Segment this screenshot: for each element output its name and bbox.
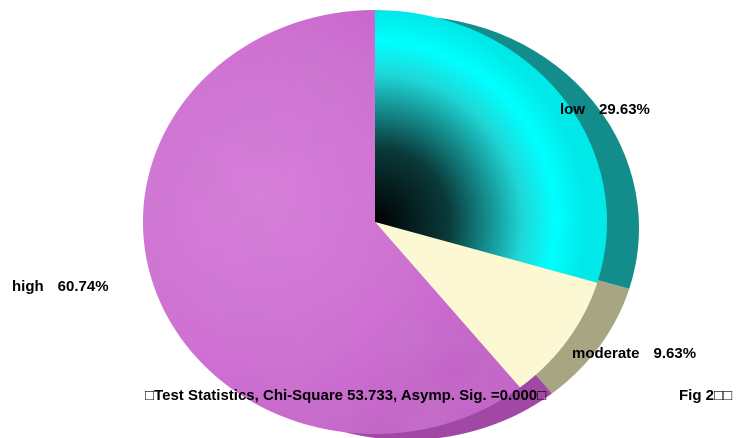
pie-slice-moderate [375, 222, 598, 388]
figure-number: Fig 2□□ [679, 387, 733, 404]
test-statistics-text: □Test Statistics, Chi-Square 53.733, Asy… [145, 387, 547, 404]
pie-top-layer [142, 9, 607, 435]
pie-slice-high [142, 9, 520, 435]
slice-label-moderate: moderate 9.63% [572, 345, 696, 362]
chart-caption: □Test Statistics, Chi-Square 53.733, Asy… [0, 387, 755, 407]
pie-slice-low [375, 10, 607, 283]
slice-label-low: low 29.63% [560, 101, 650, 118]
pie-labels-layer: low 29.63% moderate 9.63% high 60.74% [12, 101, 696, 362]
slice-label-high: high 60.74% [12, 278, 109, 295]
